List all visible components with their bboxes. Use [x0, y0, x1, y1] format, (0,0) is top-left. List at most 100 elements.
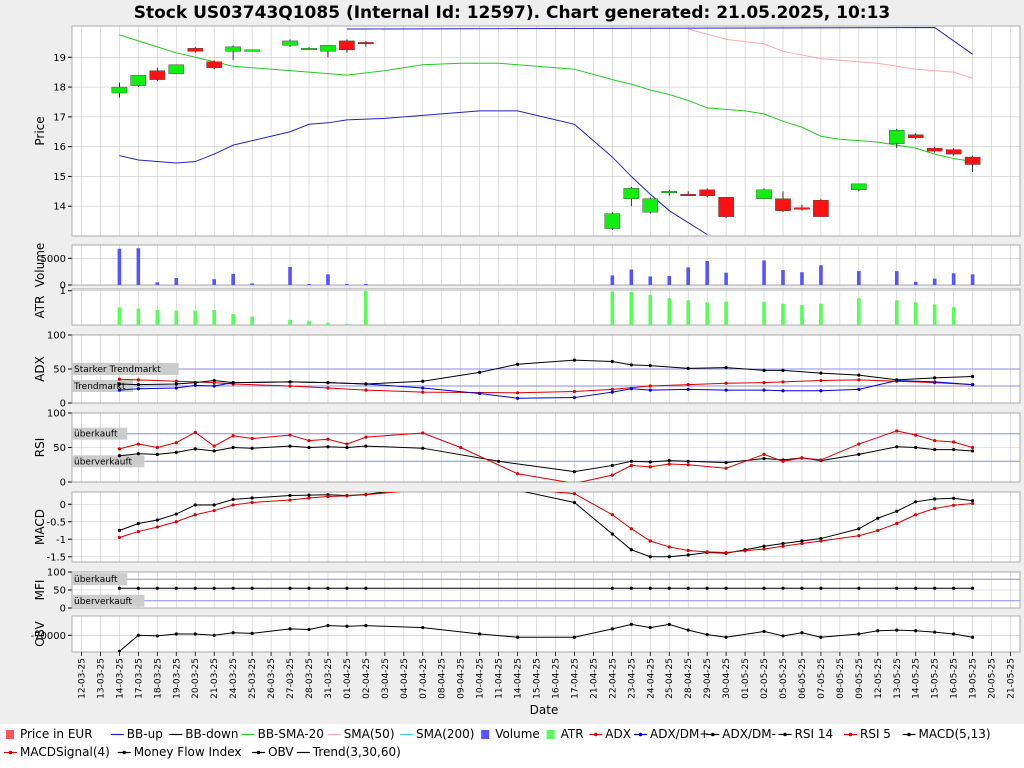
adx-adx-point [136, 378, 140, 382]
adx-adx-dm--point [421, 379, 425, 383]
x-tick-label: 09-05-25 [855, 658, 865, 699]
x-tick-label: 07-04-25 [419, 658, 429, 699]
adx-adx-dm--point [819, 389, 823, 393]
obv-point [819, 635, 823, 639]
atr-bar [288, 319, 292, 325]
candle-body [358, 42, 374, 45]
legend-label: ADX/DM+ [650, 727, 709, 741]
legend-label: BB-up [127, 727, 163, 741]
macd-macd-5-13--point [686, 553, 690, 557]
mfi-line-point [952, 586, 956, 590]
candle-body [851, 183, 867, 191]
macd-macd-5-13--point [572, 500, 577, 505]
macd-macd-5-13--point [307, 493, 311, 497]
rsi-rsi-5-point [724, 466, 728, 470]
adx-adx-dm--point [895, 378, 899, 382]
volume-bar [724, 272, 728, 285]
rsi-rsi-5-point [629, 463, 633, 468]
adx-adx-point [174, 379, 178, 383]
rsi-rsi-14-point [364, 444, 368, 448]
adx-adx-dm--point [136, 383, 140, 387]
mfi-axis-label: MFI [33, 580, 47, 601]
atr-frame [71, 288, 1021, 326]
macd-macdsignal-4--point [174, 520, 178, 524]
adx-adx-dm--point [174, 386, 178, 390]
candle-body [604, 213, 621, 229]
atr-bar [364, 290, 368, 325]
obv-point [326, 624, 330, 628]
macd-macd-5-13--point [914, 500, 918, 504]
price-panel: 14 15 16 17 18 19 Price [33, 25, 1021, 237]
legend-label: SMA(200) [416, 727, 474, 741]
mfi-line-point [174, 586, 178, 590]
macd-macd-5-13--point [971, 499, 975, 503]
macd-macdsignal-4--point [231, 503, 235, 507]
legend-label: MACDSignal(4) [20, 745, 110, 759]
obv-point [288, 627, 292, 631]
adx-panel: 0 50 100 ADX Starker Trendmarkt Trendmarkt [33, 331, 1021, 410]
macd-macdsignal-4--point [629, 527, 633, 531]
macd-macdsignal-4--point [762, 547, 766, 551]
x-tick-label: 25-03-25 [248, 658, 258, 699]
legend-label: OBV [268, 745, 294, 759]
legend-label: SMA(50) [344, 727, 395, 741]
rsi-rsi-14-point [155, 452, 159, 456]
macd-macdsignal-4--point [667, 545, 671, 549]
x-tick-label: 06-05-25 [798, 658, 808, 699]
legend-label: BB-SMA-20 [258, 727, 324, 741]
macd-macdsignal-4--point [705, 550, 709, 554]
obv-axis-label: OBV [33, 620, 47, 646]
x-tick-label: 24-04-25 [646, 658, 656, 699]
volume-bar [212, 279, 216, 285]
legend-background [0, 724, 1024, 768]
obv-point [212, 633, 216, 637]
atr-bar [250, 316, 254, 325]
mfi-line-point [705, 586, 709, 590]
atr-bar [117, 307, 122, 325]
rsi-zone-label: überkauft [74, 430, 118, 440]
rsi-rsi-5-point [686, 463, 690, 467]
atr-bar [155, 309, 160, 325]
adx-adx-point [857, 378, 861, 382]
macd-macdsignal-4--point [155, 525, 159, 529]
obv-point [876, 629, 880, 633]
volume-bar [819, 265, 823, 285]
legend: Price in EUR BB-up BB-down BB-SMA-20 SMA(50)… [0, 724, 1024, 768]
rsi-rsi-14-point [572, 470, 577, 474]
volume-bar [667, 275, 672, 285]
rsi-rsi-14-line [119, 445, 973, 473]
macd-y-tick-label: 0 [60, 500, 66, 511]
adx-y-tick-label: 50 [53, 365, 66, 376]
legend-swatch-dot [122, 750, 126, 755]
adx-adx-point [288, 384, 292, 388]
candle-body [320, 45, 336, 52]
rsi-rsi-5-point [857, 442, 861, 446]
volume-bar [648, 276, 653, 285]
rsi-rsi-14-point [307, 445, 311, 450]
volume-bar [857, 271, 861, 285]
adx-adx-point [762, 381, 766, 385]
adx-adx-dm--point [648, 364, 652, 368]
rsi-rsi-5-line [119, 430, 973, 482]
volume-bar [117, 248, 122, 285]
rsi-rsi-5-point [307, 439, 311, 443]
rsi-zone-label-bg [72, 427, 128, 440]
macd-macd-5-13--point [895, 509, 899, 513]
x-tick-label: 15-05-25 [931, 658, 941, 699]
legend-label: ADX/DM- [722, 727, 776, 741]
x-tick-label: 18-03-25 [153, 658, 163, 699]
adx-adx-dm--point [819, 371, 823, 375]
rsi-y-tick-label: 0 [60, 478, 66, 489]
legend-item: ADX/DM+ [634, 727, 709, 741]
macd-y-tick-label: -1 [56, 535, 66, 546]
volume-bar [326, 274, 330, 285]
legend-label: Price in EUR [20, 727, 93, 741]
macd-macdsignal-4--point [250, 500, 254, 505]
x-tick-label: 15-04-25 [533, 658, 543, 699]
macd-macdsignal-4--point [914, 513, 918, 517]
adx-adx-point [724, 381, 728, 385]
volume-frame [71, 244, 1021, 286]
volume-axis-label: Volume [33, 243, 47, 288]
volume-bar [231, 273, 235, 285]
